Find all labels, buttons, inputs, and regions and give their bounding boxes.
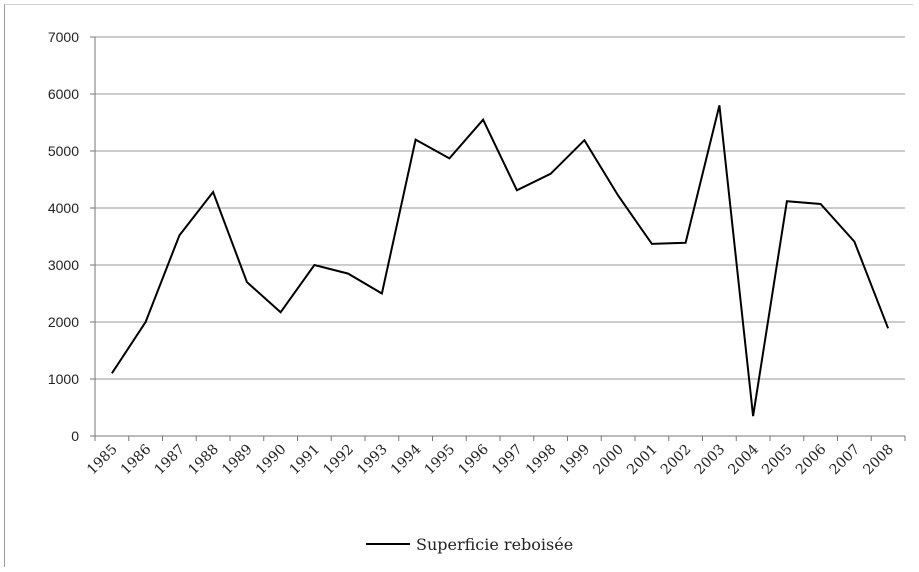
x-tick-label: 1991	[287, 442, 324, 479]
axes	[94, 37, 906, 441]
y-tick-label: 7000	[48, 29, 79, 45]
chart-frame	[4, 4, 913, 567]
x-tick-label: 1989	[219, 442, 256, 479]
y-tick-label: 2000	[48, 314, 79, 330]
x-tick-label: 1993	[354, 442, 391, 479]
x-tick-label: 1995	[422, 442, 459, 479]
x-tick-label: 1992	[320, 442, 357, 479]
y-tick-labels: 0 1000 2000 3000 4000 5000 6000 7000	[48, 29, 79, 444]
x-tick-label: 1997	[489, 442, 526, 479]
legend: Superficie reboisée	[366, 535, 573, 554]
x-tick-label: 2006	[793, 441, 830, 478]
x-tick-label: 1985	[84, 442, 121, 479]
series-line	[111, 105, 890, 417]
x-tick-label: 1990	[253, 442, 290, 479]
x-tick-label: 2003	[692, 442, 729, 479]
y-tick-label: 6000	[48, 86, 79, 102]
legend-label: Superficie reboisée	[416, 535, 573, 554]
y-tick-label: 1000	[48, 371, 79, 387]
x-tick-label: 1994	[388, 441, 425, 478]
x-tick-label: 2005	[759, 442, 796, 479]
x-tick-label: 2004	[725, 441, 762, 478]
x-tick-label: 1987	[152, 442, 189, 479]
y-tick-label: 0	[71, 428, 79, 444]
x-tick-label: 2007	[827, 442, 864, 479]
y-tick-label: 4000	[48, 200, 79, 216]
x-tick-label: 1996	[455, 441, 492, 478]
x-tick-label: 2002	[658, 442, 695, 479]
y-tick-label: 3000	[48, 257, 79, 273]
x-tick-label: 1999	[557, 442, 594, 479]
x-tick-label: 2000	[590, 442, 627, 479]
gridlines	[90, 36, 905, 437]
x-tick-labels: 1985198619871988198919901991199219931994…	[84, 441, 897, 478]
x-tick-label: 1986	[118, 441, 155, 478]
x-tick-label: 1998	[523, 442, 560, 479]
y-tick-label: 5000	[48, 143, 79, 159]
x-tick-label: 1988	[185, 442, 222, 479]
x-tick-label: 2008	[860, 442, 897, 479]
x-tick-label: 2001	[624, 442, 661, 479]
series-lines	[111, 105, 890, 417]
